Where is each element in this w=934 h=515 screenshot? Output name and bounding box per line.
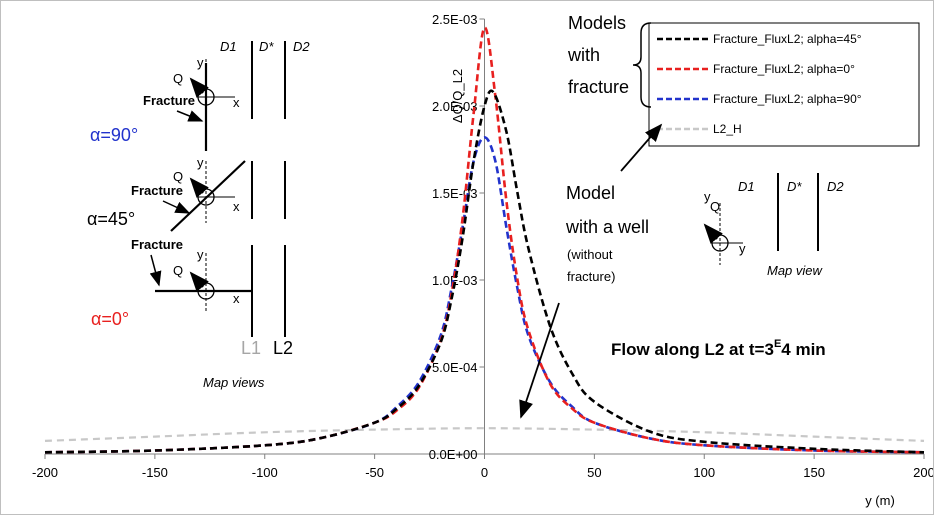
series-line-3: [44, 427, 925, 442]
x-tick-label: 50: [587, 465, 601, 480]
inset-d1: D1: [738, 179, 755, 194]
inset-dstar: D*: [787, 179, 802, 194]
x-tick-label: 100: [693, 465, 715, 480]
model-with-well-annotation: Model with a well (without fracture): [519, 123, 663, 419]
legend-label-0: Fracture_FluxL2; alpha=45°: [713, 32, 862, 46]
frac90-axis-x: x: [233, 95, 240, 110]
x-tick-label: -100: [252, 465, 278, 480]
frac-dstar: D*: [259, 39, 274, 54]
x-tick-label: 0: [481, 465, 488, 480]
x-tick-label: 200: [913, 465, 933, 480]
series-line-0: [44, 89, 925, 454]
without-fracture-line1: (without: [567, 247, 613, 262]
axes: [44, 18, 925, 459]
frac-d1: D1: [220, 39, 237, 54]
without-fracture-line2: fracture): [567, 269, 615, 284]
inset-map-view: Map view: [767, 263, 824, 278]
alpha-0-label: α=0°: [91, 309, 129, 329]
tick-labels: -200 -150 -100 -50 0 50 100 150 200 0.0E+00 5.0E-0…: [32, 12, 933, 480]
frac90-q: Q: [173, 71, 183, 86]
models-label-line1: Models: [568, 13, 626, 33]
inset-d2: D2: [827, 179, 844, 194]
y-tick-label: 2.0E-03: [432, 99, 478, 114]
flow-label: Flow along L2 at t=3E4 min: [611, 338, 826, 359]
svg-text:Flow along L2 at t=3E4 min: Flow along L2 at t=3E4 min: [611, 338, 826, 359]
frac0-axis-y: y: [197, 247, 204, 262]
frac45-axis-y: y: [197, 155, 204, 170]
legend: Fracture_FluxL2; alpha=45° Fracture_FluxL…: [648, 22, 920, 147]
x-axis-label: y (m): [865, 493, 895, 508]
frac-d2: D2: [293, 39, 310, 54]
y-tick-label: 0.0E+00: [429, 447, 478, 462]
legend-label-3: L2_H: [713, 122, 742, 136]
y-axis-label: ΔQ/Q_L2: [450, 69, 465, 123]
frac45-axis-x: x: [233, 199, 240, 214]
frac45-fracture-label: Fracture: [131, 183, 183, 198]
frac45-fracture-arrow: [162, 200, 191, 214]
frac90-axis-y: y: [197, 55, 204, 70]
y-tick-label: 2.5E-03: [432, 12, 478, 27]
flow-label-main: Flow along L2 at t=3: [611, 340, 774, 359]
y-tick-label: 5.0E-04: [432, 360, 478, 375]
fracture-map-views-inset: D1 D* D2 Q y x Fracture α=90° Q y x Frac…: [87, 39, 310, 390]
alpha-90-label: α=90°: [90, 125, 138, 145]
arrow-to-legend: [620, 123, 663, 172]
x-tick-label: 150: [803, 465, 825, 480]
frac0-q-arrow: [189, 271, 209, 292]
frac0-axis-x: x: [233, 291, 240, 306]
map-views-label: Map views: [203, 375, 265, 390]
flow-label-sup: E: [774, 338, 781, 350]
arrow-to-curve: [519, 302, 560, 419]
y-tick-label: 1.0E-03: [432, 273, 478, 288]
frac90-fracture-arrow: [176, 110, 204, 122]
models-label-line2: with: [567, 45, 600, 65]
well-label-line2: with a well: [565, 217, 649, 237]
alpha-45-label: α=45°: [87, 209, 135, 229]
inset-axis-x: y: [739, 241, 746, 256]
legend-label-1: Fracture_FluxL2; alpha=0°: [713, 62, 855, 76]
curly-brace: [632, 22, 652, 108]
frac0-fracture-arrow: [149, 254, 162, 287]
well-map-view-inset: D1 D* D2 Q y y Map view: [703, 173, 844, 278]
l1-label: L1: [241, 338, 261, 358]
inset-axis-y: y: [704, 189, 711, 204]
inset-q-arrow: [703, 223, 723, 244]
models-label-line3: fracture: [568, 77, 629, 97]
flow-label-end: 4 min: [781, 340, 825, 359]
frac45-q: Q: [173, 169, 183, 184]
frac0-q: Q: [173, 263, 183, 278]
frac45-q-arrow: [189, 177, 209, 198]
frac0-fracture-label: Fracture: [131, 237, 183, 252]
frac90-fracture-label: Fracture: [143, 93, 195, 108]
x-tick-label: -200: [32, 465, 58, 480]
x-tick-label: -50: [365, 465, 384, 480]
l2-label: L2: [273, 338, 293, 358]
well-label-line1: Model: [566, 183, 615, 203]
x-tick-label: -150: [142, 465, 168, 480]
frac90-q-arrow: [189, 77, 209, 98]
series-layer: [44, 26, 925, 454]
legend-label-2: Fracture_FluxL2; alpha=90°: [713, 92, 862, 106]
models-with-fracture-annotation: Models with fracture: [567, 13, 652, 108]
inset-q: Q: [710, 199, 720, 214]
